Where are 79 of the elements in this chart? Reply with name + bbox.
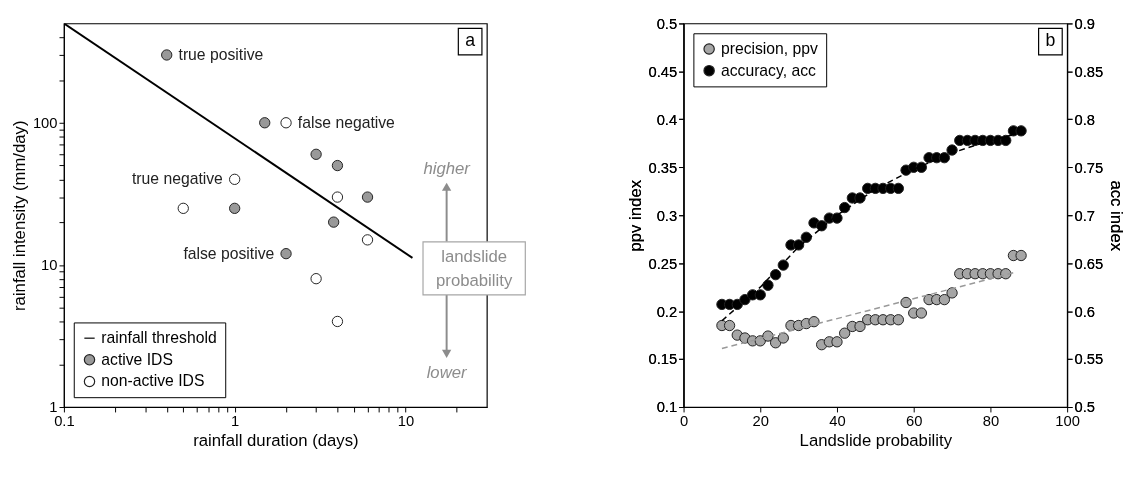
y-tick-label: 0.45	[648, 63, 678, 80]
y2-tick-label: 0.65	[1074, 255, 1104, 272]
point	[777, 332, 789, 344]
x-tick-label: 20	[752, 413, 769, 430]
y-tick-label: 0.35	[648, 159, 678, 176]
annotation: true positive	[178, 45, 264, 63]
x-tick-label: 1	[231, 413, 240, 430]
point	[808, 316, 820, 328]
y-tick-label: 0.15	[648, 351, 678, 368]
legend-label: rainfall threshold	[101, 329, 217, 347]
y-tick-label: 0.1	[656, 399, 678, 416]
point	[1015, 249, 1027, 262]
y-axis-title: ppv index	[625, 179, 645, 252]
y-tick-label: 0.3	[656, 207, 678, 224]
point	[831, 212, 843, 224]
annotation: false negative	[297, 113, 396, 131]
point	[769, 337, 782, 349]
y2-tick-label: 0.9	[1074, 15, 1096, 32]
point	[1000, 268, 1012, 280]
point	[777, 259, 789, 271]
point	[892, 314, 905, 326]
point	[915, 161, 928, 173]
x-tick-label: 40	[829, 413, 846, 430]
annotation: false positive	[183, 244, 275, 262]
point	[762, 279, 774, 291]
y-tick-label: 0.5	[656, 15, 678, 32]
point	[892, 182, 905, 195]
point	[754, 289, 766, 301]
annotation: b	[1045, 30, 1056, 51]
y2-tick-label: 0.7	[1074, 207, 1096, 224]
y-tick-label: 0.25	[648, 255, 678, 272]
y-tick-label: 100	[32, 115, 58, 132]
y2-tick-label: 0.6	[1074, 303, 1096, 320]
point	[839, 327, 851, 339]
legend-label: non-active IDS	[101, 372, 205, 390]
x-tick-label: 60	[905, 413, 923, 430]
x-axis-title: rainfall duration (days)	[193, 430, 359, 450]
point	[831, 336, 843, 348]
y2-tick-label: 0.5	[1074, 399, 1096, 416]
x-tick-label: 10	[397, 413, 415, 430]
annotation: true negative	[131, 170, 224, 188]
y2-tick-label: 0.8	[1074, 111, 1096, 128]
point	[1000, 134, 1012, 147]
y2-tick-label: 0.55	[1074, 351, 1104, 368]
point	[900, 296, 912, 309]
annotation: landslide probability	[436, 247, 513, 291]
x-tick-label: 0.1	[54, 413, 75, 430]
point	[946, 144, 958, 156]
point	[915, 307, 928, 319]
annotation: lower	[426, 363, 469, 383]
x-tick-label: 80	[982, 413, 1000, 430]
point	[792, 239, 805, 251]
point	[769, 269, 782, 281]
point	[800, 231, 812, 243]
annotation: higher	[423, 158, 472, 178]
point	[938, 293, 951, 306]
point	[1015, 125, 1027, 137]
y-tick-label: 0.4	[656, 111, 678, 128]
x-tick-label: 0	[679, 413, 689, 430]
annotation: a	[465, 30, 476, 51]
x-tick-label: 100	[1055, 413, 1080, 430]
y-tick-label: 1	[49, 399, 58, 416]
y2-axis-title: acc index	[1107, 180, 1127, 252]
legend-label: precision, ppv	[720, 39, 819, 57]
legend-label: active IDS	[101, 350, 173, 368]
y-tick-label: 0.2	[656, 303, 678, 320]
y-axis-title: rainfall intensity (mm/day)	[10, 120, 30, 311]
point	[946, 287, 958, 299]
point	[938, 152, 951, 164]
point	[723, 319, 736, 332]
point	[816, 220, 828, 232]
point	[854, 192, 866, 204]
y2-tick-label: 0.75	[1074, 159, 1104, 176]
point	[854, 320, 866, 333]
y-tick-label: 10	[41, 257, 58, 274]
legend-label: accuracy, acc	[720, 61, 816, 79]
x-axis-title: Landslide probability	[799, 430, 953, 450]
y2-tick-label: 0.85	[1074, 63, 1104, 80]
point	[839, 201, 851, 214]
